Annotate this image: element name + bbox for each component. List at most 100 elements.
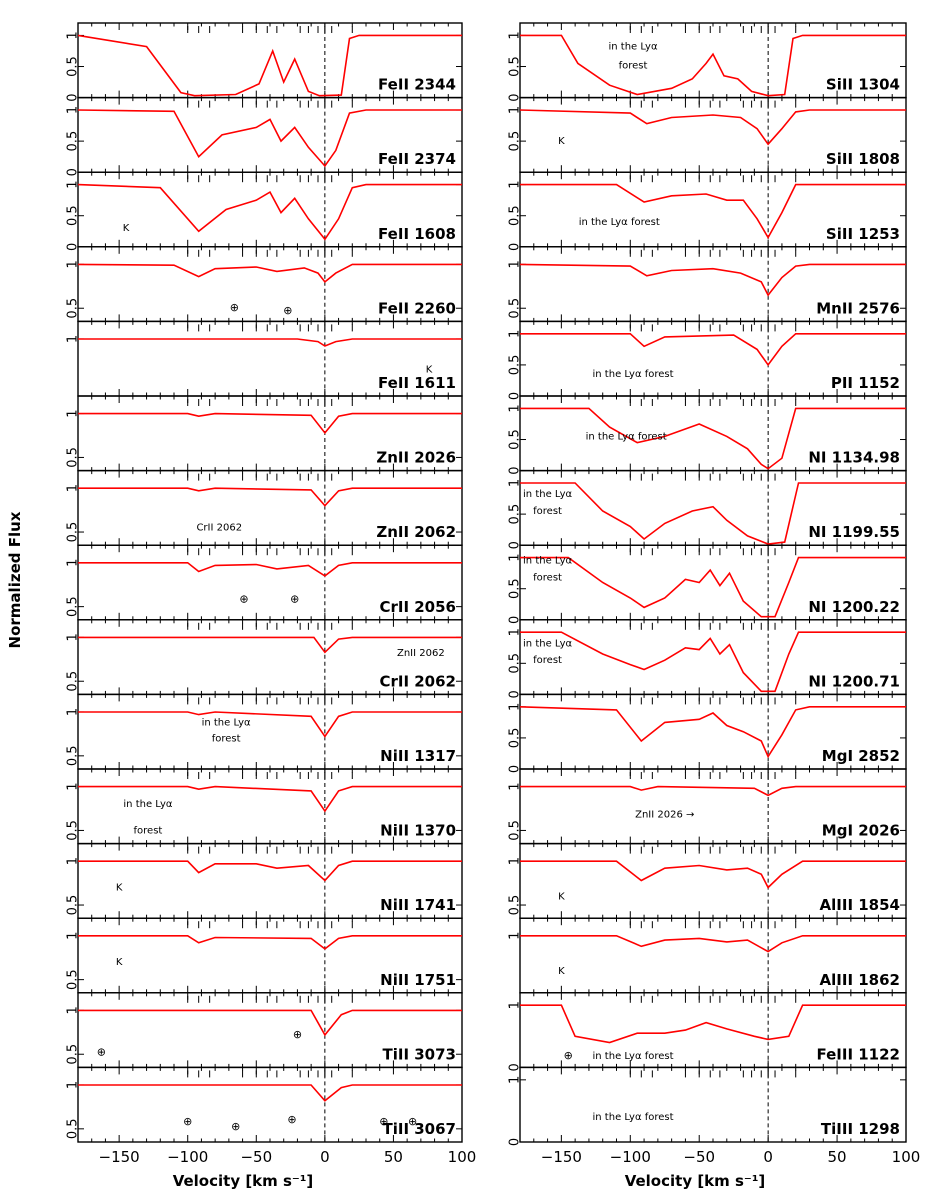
y-tick-label: 0.5 [508,728,523,749]
y-tick-label: 0 [508,392,523,400]
ion-label: MnII 2576 [816,299,900,317]
x-tick-label: −150 [541,1148,582,1166]
fit-curve [78,934,462,950]
telluric-symbol: ⊕ [230,301,239,314]
telluric-symbol: ⊕ [290,593,299,606]
x-tick-label: 50 [384,1148,403,1166]
y-tick-label: 0.5 [508,895,523,916]
fit-curve [78,860,462,882]
ion-label: PII 1152 [831,374,900,392]
fit-curve [520,482,906,545]
y-tick-label: 0 [508,1138,523,1146]
y-tick-label: 0.5 [508,56,523,77]
y-tick-label: 1 [508,857,523,865]
x-tick-label: 100 [892,1148,921,1166]
y-tick-label: 1 [66,106,81,114]
fit-curve [77,34,462,97]
y-tick-label: 0.5 [508,653,523,674]
x-tick-label: −150 [99,1148,140,1166]
ion-label: NiII 1741 [380,896,456,914]
x-tick-label: 50 [828,1148,847,1166]
y-tick-label: 1 [508,1076,523,1084]
panel-tiiii-1298: 0 1 TiIII 1298 in the Lyα forest [508,1066,907,1146]
panel-mgi-2026: 0.5 1 MgI 2026 ZnII 2026 → [508,768,907,845]
annotation-label: K [123,223,130,234]
annotation-label: K [558,966,565,977]
y-tick-label: 0.5 [508,131,523,152]
telluric-symbol: ⊕ [239,593,248,606]
ion-label: NiII 1317 [380,747,456,765]
annotation-label: K [426,365,433,376]
y-tick-label: 1 [66,932,81,940]
y-tick-label: 1 [66,260,81,268]
y-tick-label: 0.5 [66,447,81,468]
panels-group: 0 0.5 1 FeII 2344 0 0.5 1 FeII 2374 0 0.5 1 FeII 16… [66,22,921,1166]
annotation-label: in the Lyα [523,489,572,500]
panel-feii-2344: 0 0.5 1 FeII 2344 [66,22,463,102]
fit-curve [520,407,906,470]
y-tick-label: 0 [508,690,523,698]
y-tick-label: 1 [508,479,523,487]
annotation-label: forest [134,825,163,836]
fit-curve [78,487,462,507]
annotation-label: in the Lyα [123,799,172,810]
ion-label: CrII 2062 [379,672,456,690]
panel-ni-1199-55: 0 0.5 1 NI 1199.55 in the Lyα forest [508,469,907,549]
annotation-label: in the Lyα forest [579,217,660,228]
y-tick-label: 1 [508,932,523,940]
annotation-label: forest [533,573,562,584]
panel-niii-1741: 0.5 1 NiII 1741 K [66,842,463,919]
y-tick-label: 0.5 [66,1118,81,1139]
ion-label: FeIII 1122 [816,1045,900,1063]
ion-label: SiII 1253 [826,225,900,243]
y-tick-label: 1 [508,404,523,412]
y-tick-label: 1 [508,1001,523,1009]
y-tick-label: 1 [66,335,81,343]
y-axis-label: Normalized Flux [6,511,24,648]
y-tick-label: 0 [508,541,523,549]
y-tick-label: 1 [66,31,81,39]
ion-label: NI 1134.98 [808,449,900,467]
annotation-label: ZnII 2026 → [635,810,694,821]
panel-crii-2062: 0.5 1 CrII 2062 ZnII 2062 [66,619,463,696]
x-tick-label: −100 [167,1148,208,1166]
y-tick-label: 0 [66,93,81,101]
ion-label: AlIII 1854 [820,896,900,914]
y-tick-label: 0.5 [66,745,81,766]
y-tick-label: 0 [508,765,523,773]
ion-label: SiII 1808 [826,150,900,168]
ion-label: FeII 2260 [378,299,456,317]
y-tick-label: 0.5 [508,820,523,841]
fit-curve [78,561,462,577]
panel-siii-1253: 0 0.5 1 SiII 1253 in the Lyα forest [508,171,907,251]
y-tick-label: 0.5 [66,596,81,617]
y-tick-label: 1 [66,180,81,188]
panel-crii-2056: 0.5 1 CrII 2056 ⊕ ⊕ [66,544,463,621]
telluric-symbol: ⊕ [183,1115,192,1128]
telluric-symbol: ⊕ [231,1120,240,1133]
telluric-symbol: ⊕ [287,1113,296,1126]
x-tick-label: 0 [320,1148,330,1166]
ion-label: ZnII 2062 [376,523,456,541]
ion-label: FeII 1608 [378,225,456,243]
ion-label: NI 1200.22 [808,598,900,616]
x-axis-label-left: Velocity [km s⁻¹] [173,1172,314,1190]
y-tick-label: 1 [66,1006,81,1014]
annotation-label: in the Lyα [609,42,658,53]
panel-siii-1304: 0 0.5 1 SiII 1304 in the Lyα forest [508,22,907,102]
annotation-label: in the Lyα forest [586,431,667,442]
ion-label: NI 1199.55 [808,523,900,541]
panel-feiii-1122: 0 1 FeIII 1122 ⊕ in the Lyα forest [508,992,907,1072]
y-tick-label: 0.5 [508,355,523,376]
annotation-label: K [116,882,123,893]
annotation-label: K [558,891,565,902]
ion-label: NiII 1751 [380,971,456,989]
fit-curve [520,332,906,367]
ion-label: TiIII 1298 [821,1120,900,1138]
fit-curve [520,934,906,953]
annotation-label: in the Lyα [202,717,251,728]
fit-curve [520,34,906,97]
y-tick-label: 0.5 [66,1044,81,1065]
ion-label: MgI 2852 [822,747,900,765]
